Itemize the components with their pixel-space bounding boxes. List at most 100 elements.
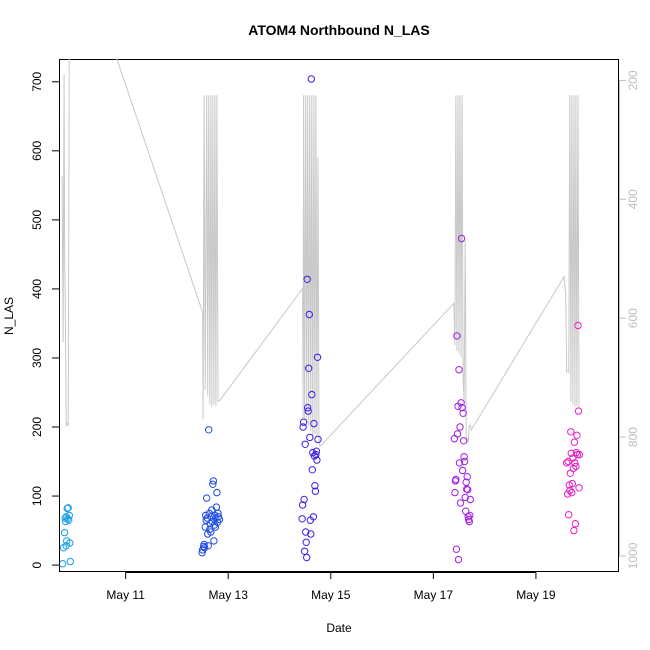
data-point (459, 409, 467, 417)
data-point (567, 428, 575, 436)
y-tick-label: 100 (30, 486, 44, 506)
data-point (60, 528, 69, 537)
right-y-tick-label: 600 (626, 308, 640, 328)
y-tick-label: 700 (30, 71, 44, 91)
y-tick-label: 300 (30, 348, 44, 368)
data-point (457, 399, 465, 407)
data-point (304, 404, 312, 412)
data-point (452, 545, 461, 553)
data-point (575, 484, 583, 492)
data-point (464, 486, 472, 494)
right-y-tick-label: 200 (626, 70, 640, 90)
data-point (570, 438, 579, 446)
data-point (66, 557, 75, 566)
data-point (569, 464, 578, 473)
data-point (301, 440, 309, 448)
data-point (454, 555, 463, 564)
data-point (204, 542, 212, 550)
y-tick-label: 0 (30, 561, 44, 568)
data-point (313, 456, 321, 464)
x-tick-label: May 11 (106, 588, 145, 602)
data-point (461, 493, 469, 502)
data-point (311, 482, 319, 490)
data-point (573, 431, 581, 439)
data-point (299, 423, 307, 431)
data-point (62, 513, 70, 521)
data-point (455, 366, 463, 374)
data-point (573, 450, 582, 459)
data-point (312, 450, 320, 459)
data-point (563, 459, 571, 467)
data-point (203, 494, 211, 502)
points-layer (58, 75, 584, 568)
data-point (568, 488, 576, 497)
data-point (310, 419, 318, 428)
data-point (455, 459, 464, 467)
data-point (574, 407, 583, 415)
data-point (305, 310, 313, 319)
data-point (463, 485, 471, 493)
data-point (312, 447, 321, 455)
data-point (200, 540, 208, 549)
y-tick-label: 400 (30, 279, 44, 299)
data-point (566, 486, 574, 495)
data-point (64, 504, 72, 512)
data-point (460, 453, 468, 461)
x-tick-label: May 17 (414, 588, 454, 602)
depth-line (61, 59, 580, 447)
data-point (571, 520, 580, 528)
data-point (456, 423, 464, 431)
y-axis-label: N_LAS (2, 297, 16, 335)
data-point (309, 513, 318, 521)
data-point (307, 530, 315, 538)
y-axis: 0 100 200 300 400 500 600 700 (30, 71, 60, 568)
data-point (210, 537, 218, 545)
x-tick-label: May 19 (516, 588, 556, 602)
data-point (564, 457, 572, 466)
depth-line-layer (61, 59, 580, 447)
data-point (464, 513, 472, 521)
data-point (58, 560, 67, 568)
data-point (575, 450, 584, 459)
data-point (207, 513, 216, 521)
data-point (207, 528, 215, 536)
data-point (64, 515, 72, 523)
data-point (466, 511, 474, 520)
data-point (308, 466, 316, 474)
data-point (313, 353, 322, 361)
x-axis: May 11 May 13 May 15 May 17 May 19 (106, 572, 556, 602)
data-point (466, 495, 474, 504)
data-point (453, 430, 462, 438)
right-y-tick-label: 800 (626, 427, 640, 447)
data-point (310, 452, 319, 460)
data-point (298, 501, 307, 509)
data-point (305, 364, 313, 372)
data-point (209, 480, 217, 488)
data-point (458, 404, 466, 412)
data-point (215, 515, 224, 524)
x-tick-label: May 15 (311, 588, 351, 602)
data-point (451, 488, 459, 497)
data-point (300, 547, 309, 555)
data-point (298, 515, 306, 523)
y-tick-label: 500 (30, 210, 44, 230)
data-point (463, 473, 471, 481)
data-point (462, 478, 470, 486)
data-point (206, 520, 215, 528)
data-point (314, 435, 322, 444)
data-point (66, 539, 74, 547)
data-point (201, 523, 209, 531)
right-y-tick-label: 400 (626, 189, 640, 209)
data-point (306, 433, 314, 442)
data-point (205, 426, 213, 434)
data-point (211, 523, 220, 531)
data-point (303, 553, 311, 562)
x-tick-label: May 13 (209, 588, 249, 602)
data-point (569, 454, 577, 462)
data-point (568, 479, 576, 488)
data-point (460, 457, 469, 466)
y-tick-label: 600 (30, 140, 44, 160)
data-point (203, 514, 211, 522)
data-point (213, 488, 221, 497)
